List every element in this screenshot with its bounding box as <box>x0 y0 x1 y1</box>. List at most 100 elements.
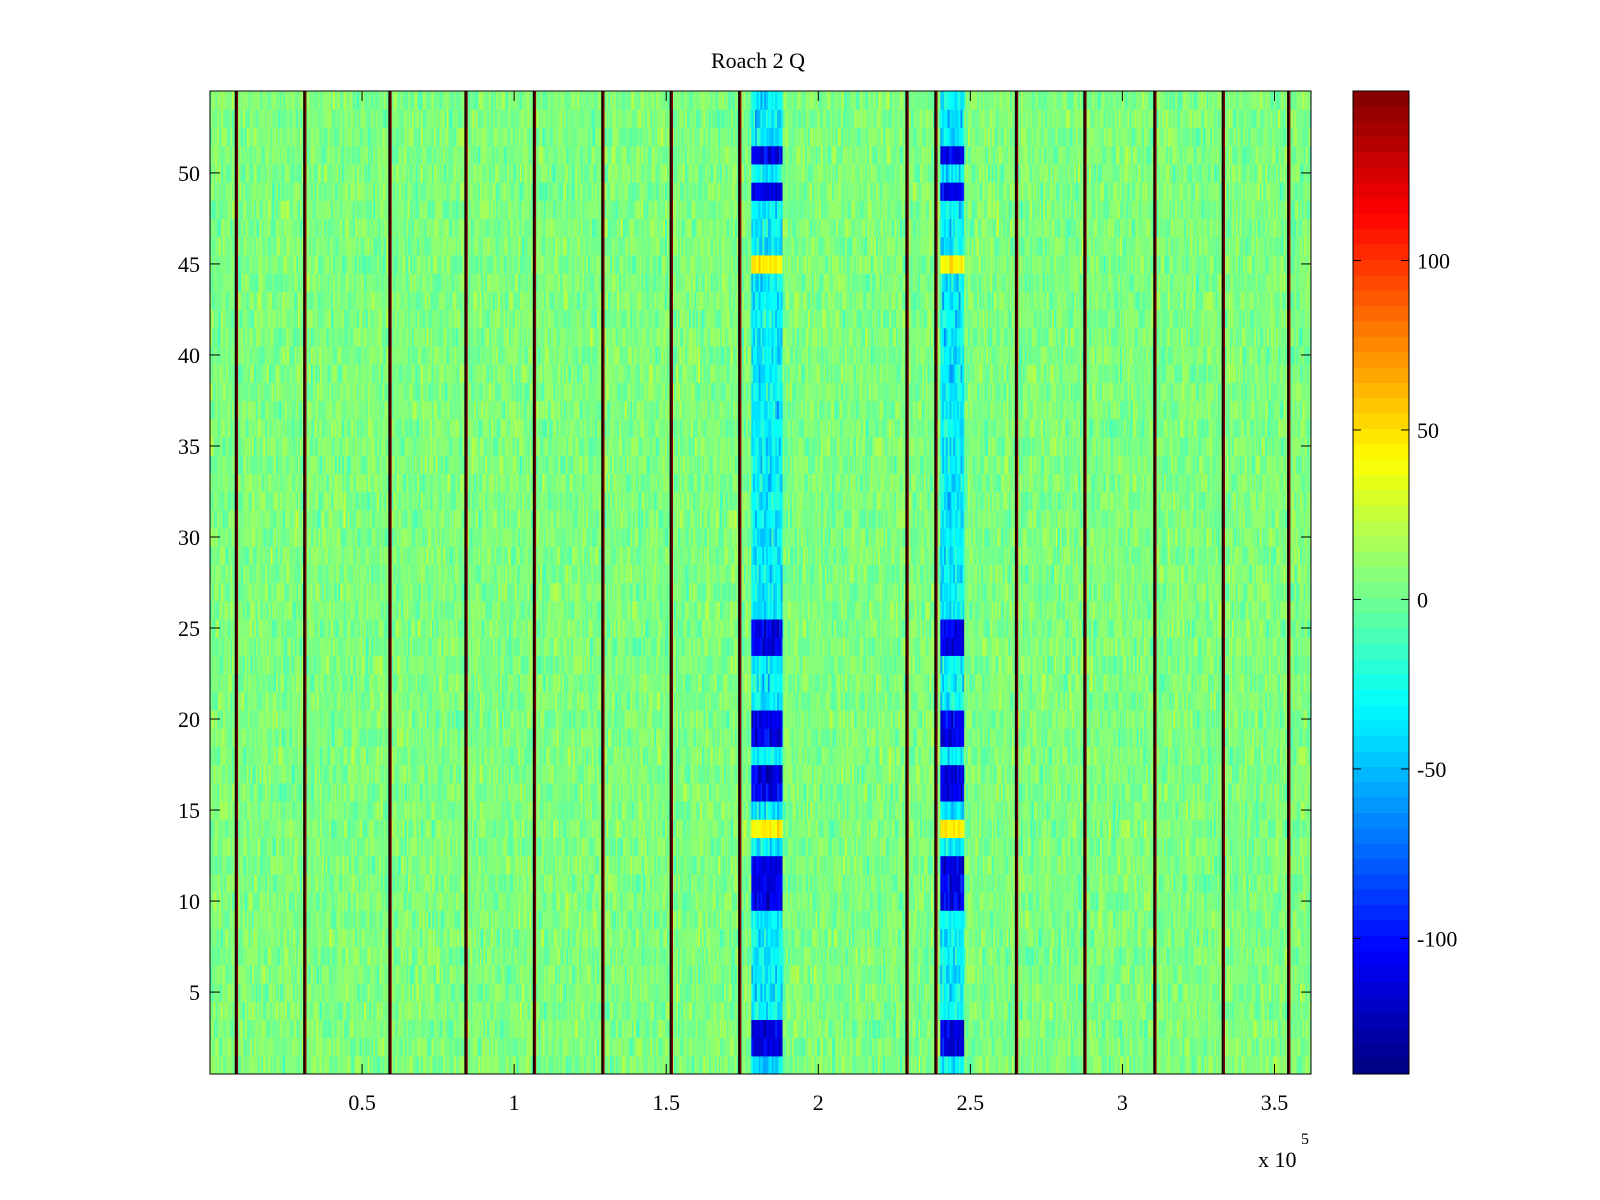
heatmap-cell <box>505 1037 508 1057</box>
heatmap-cell <box>1006 1037 1009 1057</box>
heatmap-cell <box>444 982 448 1002</box>
heatmap-cell <box>1142 1055 1145 1074</box>
heatmap-cell <box>503 1055 507 1074</box>
heatmap-cell <box>967 1019 971 1039</box>
heatmap-cell <box>865 1037 868 1057</box>
heatmap-cell <box>755 982 758 1002</box>
heatmap-cell <box>305 1037 308 1057</box>
heatmap-cell <box>710 1055 714 1074</box>
heatmap-cell <box>887 1055 890 1074</box>
heatmap-cell <box>977 1001 980 1020</box>
heatmap-cell <box>654 1055 657 1074</box>
heatmap-cell <box>1004 1055 1007 1074</box>
heatmap-cell <box>1268 1019 1272 1039</box>
heatmap-cell <box>373 1037 376 1057</box>
heatmap-cell <box>340 1019 343 1039</box>
heatmap-cell <box>800 1001 804 1020</box>
heatmap-cell <box>993 1037 996 1057</box>
heatmap-cell <box>659 1019 663 1039</box>
heatmap-cell <box>527 982 530 1002</box>
heatmap-cell <box>577 1037 580 1057</box>
heatmap-cell <box>633 1055 637 1074</box>
heatmap-cell <box>1244 1037 1248 1057</box>
heatmap-cell <box>325 1001 329 1020</box>
heatmap-cell <box>323 1055 327 1074</box>
heatmap-cell <box>1011 1001 1015 1020</box>
heatmap-cell <box>301 1019 305 1039</box>
heatmap-cell <box>1063 1001 1066 1020</box>
heatmap-cell <box>285 1037 288 1057</box>
heatmap-cell <box>222 1001 226 1020</box>
heatmap-cell <box>1243 1037 1246 1057</box>
heatmap-cell <box>272 1019 275 1039</box>
heatmap-cell <box>833 1055 837 1074</box>
heatmap-cell <box>810 1019 813 1039</box>
heatmap-cell <box>910 1055 914 1074</box>
heatmap-cell <box>766 982 769 1002</box>
heatmap-cell <box>221 982 224 1002</box>
heatmap-cell <box>272 1055 275 1074</box>
heatmap-cell <box>1110 1019 1114 1039</box>
heatmap-cell <box>336 1037 340 1057</box>
heatmap-cell <box>1046 1037 1050 1057</box>
heatmap-cell <box>672 1055 675 1074</box>
heatmap-cell <box>318 982 321 1002</box>
heatmap-cell <box>514 982 518 1002</box>
heatmap-cell <box>521 1019 525 1039</box>
heatmap-cell <box>1307 1001 1310 1020</box>
heatmap-cell <box>1180 1055 1184 1074</box>
heatmap-cell <box>1160 1037 1163 1057</box>
heatmap-cell <box>1215 1055 1219 1074</box>
heatmap-cell <box>1290 1037 1294 1057</box>
heatmap-cell <box>621 982 624 1002</box>
heatmap-cell <box>692 1001 696 1020</box>
heatmap-cell <box>395 1037 398 1057</box>
heatmap-cell <box>826 1055 829 1074</box>
heatmap-cell <box>936 1019 940 1039</box>
heatmap-cell <box>637 1019 640 1039</box>
heatmap-cell <box>228 1001 231 1020</box>
heatmap-cell <box>962 1001 965 1020</box>
heatmap-cell <box>628 1001 631 1020</box>
heatmap-cell <box>1144 1055 1147 1074</box>
heatmap-cell <box>665 1037 668 1057</box>
heatmap-cell <box>1202 1019 1206 1039</box>
heatmap-cell <box>230 1037 233 1057</box>
heatmap-cell <box>1109 1055 1112 1074</box>
heatmap-cell <box>608 982 611 1002</box>
heatmap-cell <box>1307 1019 1310 1039</box>
heatmap-cell <box>769 982 773 1002</box>
heatmap-cell <box>841 1019 844 1039</box>
heatmap-cell <box>637 1037 640 1057</box>
heatmap-cell <box>1145 1037 1149 1057</box>
heatmap-cell <box>646 1055 650 1074</box>
heatmap-cell <box>589 1001 593 1020</box>
heatmap-cell <box>698 982 701 1002</box>
heatmap-cell <box>428 1001 431 1020</box>
heatmap-cell <box>542 1001 545 1020</box>
heatmap-cell <box>833 1019 837 1039</box>
heatmap-cell <box>833 1001 837 1020</box>
heatmap-cell <box>343 1019 347 1039</box>
heatmap-cell <box>613 1037 617 1057</box>
heatmap-cell <box>565 1019 569 1039</box>
heatmap-cell <box>375 1001 378 1020</box>
heatmap-cell <box>400 1055 404 1074</box>
heatmap-cell <box>1184 1037 1187 1057</box>
heatmap-cell <box>876 1001 879 1020</box>
heatmap-cell <box>259 1019 262 1039</box>
heatmap-cell <box>1061 1019 1064 1039</box>
heatmap-cell <box>644 1001 648 1020</box>
heatmap-cell <box>793 1055 796 1074</box>
heatmap-cell <box>1265 1037 1268 1057</box>
heatmap-cell <box>472 982 475 1002</box>
heatmap-cell <box>466 1055 470 1074</box>
heatmap-cell <box>382 1019 385 1039</box>
heatmap-cell <box>485 1037 488 1057</box>
heatmap-cell <box>367 1019 371 1039</box>
heatmap-cell <box>699 1055 703 1074</box>
heatmap-cell <box>828 1001 831 1020</box>
heatmap-cell <box>1037 1001 1041 1020</box>
heatmap-cell <box>1193 1037 1196 1057</box>
heatmap-cell <box>254 1019 257 1039</box>
